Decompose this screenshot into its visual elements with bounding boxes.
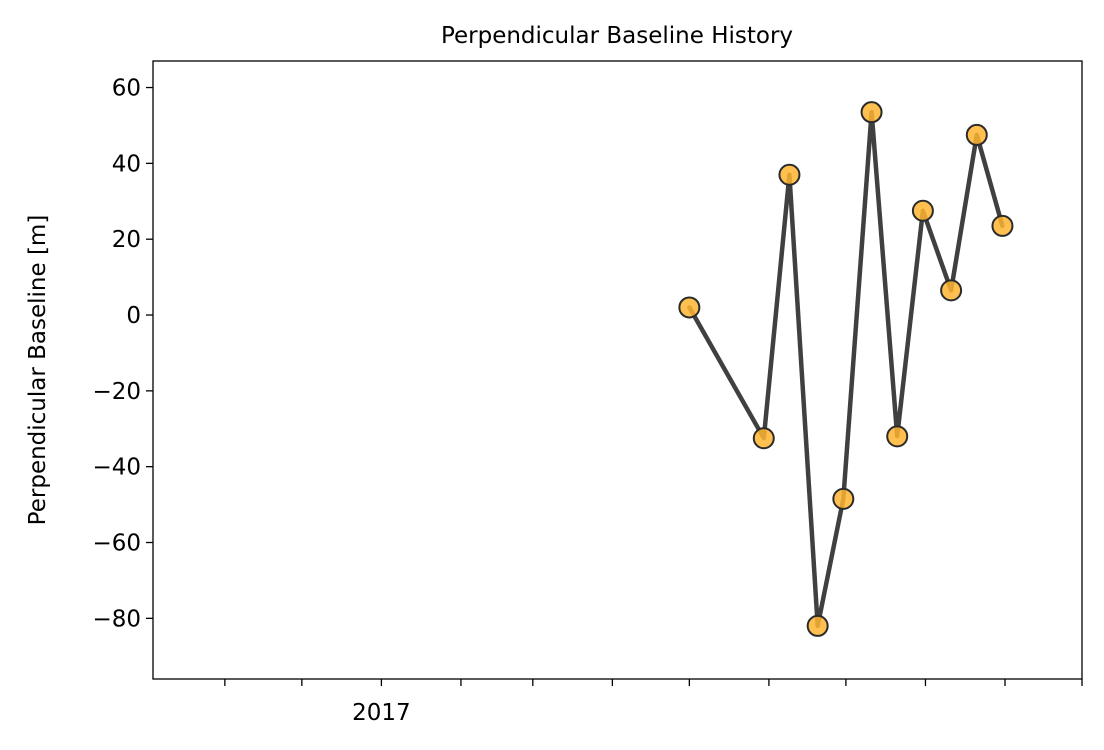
y-tick-label: −20 [92, 379, 141, 405]
y-axis: −80 −60 −40 −20 0 20 40 60 [92, 76, 153, 632]
y-tick-label: −40 [92, 455, 141, 481]
y-tick-label: 60 [112, 76, 141, 102]
plot-area [678, 101, 1014, 637]
x-tick-label: 2017 [352, 700, 411, 726]
y-tick-label: −80 [92, 606, 141, 632]
series-line [687, 109, 1005, 629]
data-point [991, 214, 1014, 237]
x-axis: 2017 [224, 679, 1083, 726]
data-point [886, 425, 909, 448]
data-point [965, 123, 988, 146]
y-tick-label: 40 [112, 151, 141, 177]
data-point [940, 279, 963, 302]
y-axis-label: Perpendicular Baseline [m] [25, 215, 51, 526]
data-point [832, 487, 855, 510]
y-tick-label: 0 [126, 303, 141, 329]
y-tick-label: 20 [112, 227, 141, 253]
data-point [752, 427, 775, 450]
plot-frame [152, 60, 1083, 680]
data-point [678, 296, 701, 319]
chart-title: Perpendicular Baseline History [441, 23, 793, 49]
data-point [806, 614, 829, 637]
y-tick-label: −60 [92, 531, 141, 557]
data-point [860, 101, 883, 124]
data-point [778, 163, 801, 186]
data-point [911, 199, 934, 222]
